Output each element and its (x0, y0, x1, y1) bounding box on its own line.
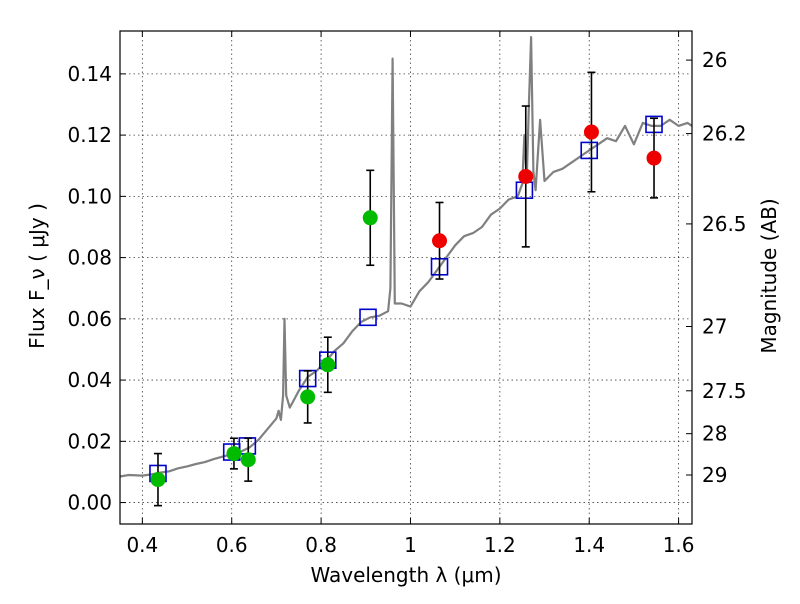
plot-frame (119, 30, 693, 525)
observed-flux-point (518, 168, 534, 184)
x-tick-label: 1 (404, 533, 417, 557)
y2-tick-label: 26.5 (702, 212, 747, 236)
observed-flux-point (432, 233, 448, 249)
observed-flux-point (320, 357, 336, 373)
x-axis-title: Wavelength λ (μm) (310, 563, 501, 587)
y2-tick-label: 26 (702, 48, 727, 72)
x-tick-label: 1.6 (663, 533, 695, 557)
grid (120, 31, 692, 524)
observed-flux-point (240, 452, 256, 468)
observed-flux-point (226, 446, 242, 462)
x-tick-label: 1.4 (573, 533, 605, 557)
x-tick-label: 0.8 (305, 533, 337, 557)
y2-tick-label: 27 (702, 314, 727, 338)
x-tick-label: 1.2 (484, 533, 516, 557)
y2-tick-label: 29 (702, 463, 727, 487)
observed-flux-point (583, 124, 599, 140)
x-tick-label: 0.4 (126, 533, 158, 557)
secondary-y-axis-title: Magnitude (AB) (757, 198, 781, 353)
y2-tick-label: 28 (702, 422, 727, 446)
y-tick-label: 0.14 (67, 62, 112, 86)
y-tick-label: 0.04 (67, 368, 112, 392)
observed-flux-point (150, 472, 166, 488)
observed-flux-point (646, 150, 662, 166)
y-tick-label: 0.12 (67, 123, 112, 147)
model-bandpass-square (359, 308, 377, 327)
y-tick-label: 0.02 (67, 429, 112, 453)
y-axis-title: Flux F_ν ( μJy ) (25, 203, 49, 349)
observed-flux-point (300, 389, 316, 405)
y2-tick-label: 26.2 (702, 122, 747, 146)
x-tick-label: 0.6 (216, 533, 248, 557)
y2-tick-label: 27.5 (702, 379, 747, 403)
y-tick-label: 0.10 (67, 184, 112, 208)
data-points-layer (149, 71, 663, 507)
axis-ticks: 0.4 0.6 0.8 1 1.2 1.4 1.6 0.00 0.02 0.04 0.06 0.08 0… (67, 31, 747, 557)
y-tick-label: 0.08 (67, 246, 112, 270)
y-tick-label: 0.00 (67, 491, 112, 515)
model-bandpass-square (580, 141, 599, 160)
y-tick-label: 0.06 (67, 307, 112, 331)
observed-flux-point (362, 210, 378, 226)
